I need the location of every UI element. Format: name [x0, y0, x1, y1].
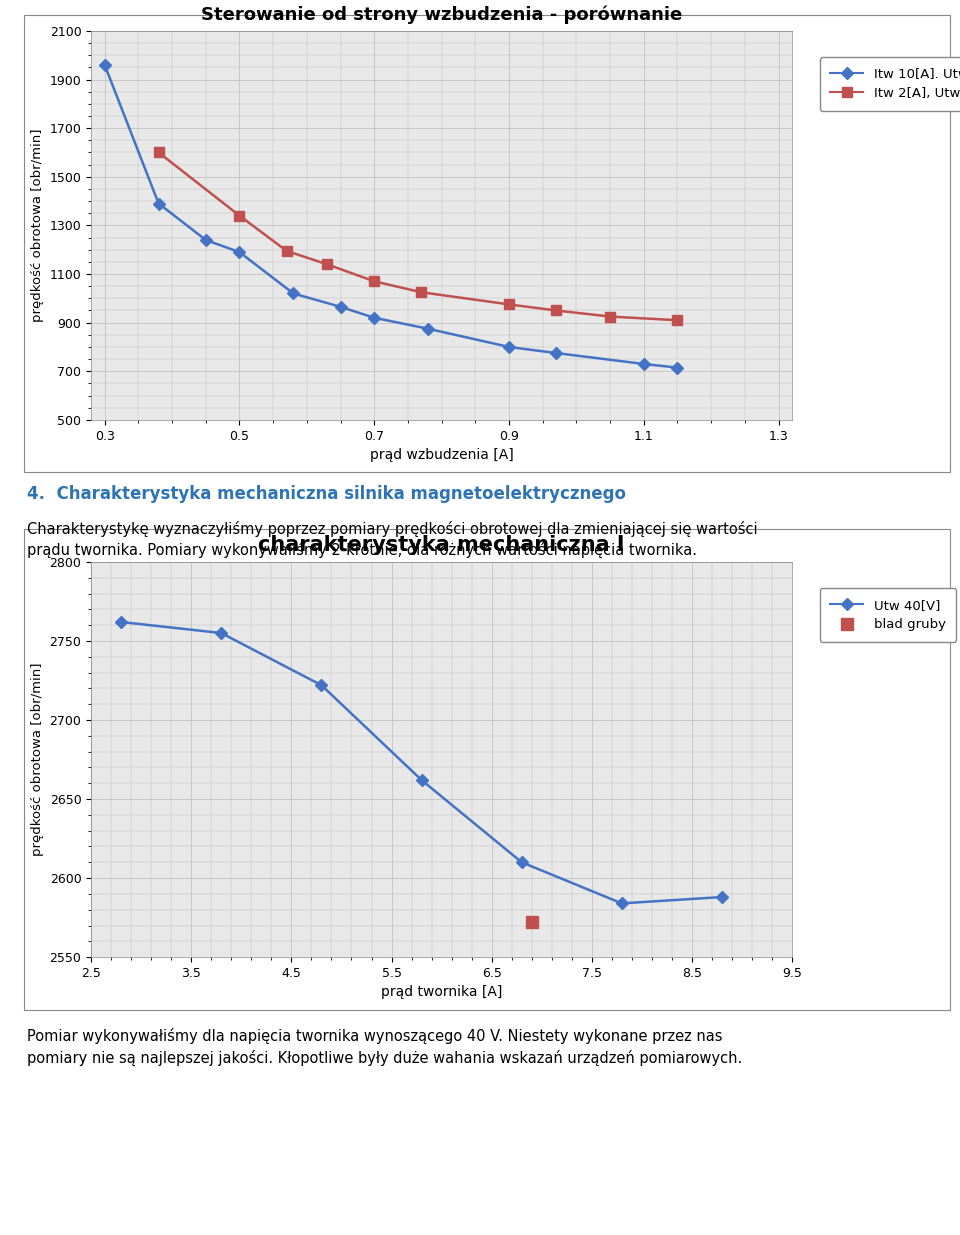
Y-axis label: prędkość obrotowa [obr/min]: prędkość obrotowa [obr/min] [31, 128, 44, 322]
X-axis label: prąd wzbudzenia [A]: prąd wzbudzenia [A] [370, 448, 514, 462]
Itw 2[A], Utw 12[V] [550, 303, 562, 317]
Itw 10[A]. Utw 12[V] [99, 58, 110, 73]
Itw 10[A]. Utw 12[V] [638, 357, 650, 372]
Itw 10[A]. Utw 12[V] [369, 310, 380, 325]
Itw 2[A], Utw 12[V] [672, 312, 684, 327]
Itw 2[A], Utw 12[V] [416, 285, 427, 300]
Text: pomiary nie są najlepszej jakości. Kłopotliwe były duże wahania wskazań urządzeń: pomiary nie są najlepszej jakości. Kłopo… [27, 1050, 742, 1066]
Itw 10[A]. Utw 12[V] [550, 346, 562, 361]
Line: Utw 40[V]: Utw 40[V] [117, 618, 726, 908]
Y-axis label: prędkość obrotowa [obr/min]: prędkość obrotowa [obr/min] [31, 663, 44, 856]
Utw 40[V] [516, 855, 527, 869]
Title: charakterystyka mechaniczna I: charakterystyka mechaniczna I [258, 535, 625, 555]
Utw 40[V] [316, 678, 327, 693]
Itw 10[A]. Utw 12[V] [672, 361, 684, 375]
Itw 10[A]. Utw 12[V] [422, 321, 434, 336]
Itw 2[A], Utw 12[V] [322, 257, 333, 272]
Itw 10[A]. Utw 12[V] [503, 340, 515, 354]
Line: Itw 2[A], Utw 12[V]: Itw 2[A], Utw 12[V] [154, 148, 683, 325]
Utw 40[V] [616, 895, 628, 910]
Legend: Itw 10[A]. Utw 12[V], Itw 2[A], Utw 12[V]: Itw 10[A]. Utw 12[V], Itw 2[A], Utw 12[V… [820, 57, 960, 111]
X-axis label: prąd twornika [A]: prąd twornika [A] [381, 986, 502, 999]
Title: Sterowanie od strony wzbudzenia - porównanie: Sterowanie od strony wzbudzenia - porówn… [201, 5, 683, 23]
Text: 4.  Charakterystyka mechaniczna silnika magnetoelektrycznego: 4. Charakterystyka mechaniczna silnika m… [27, 485, 626, 504]
Itw 10[A]. Utw 12[V] [200, 232, 211, 247]
Itw 10[A]. Utw 12[V] [335, 299, 347, 314]
Utw 40[V] [115, 615, 127, 630]
Itw 10[A]. Utw 12[V] [153, 196, 164, 211]
Utw 40[V] [716, 889, 728, 904]
Text: Charakterystykę wyznaczyłiśmy poprzez pomiary prędkości obrotowej dla zmieniając: Charakterystykę wyznaczyłiśmy poprzez po… [27, 521, 757, 537]
Itw 2[A], Utw 12[V] [369, 274, 380, 289]
Line: Itw 10[A]. Utw 12[V]: Itw 10[A]. Utw 12[V] [101, 61, 682, 372]
Itw 10[A]. Utw 12[V] [288, 287, 300, 301]
Itw 2[A], Utw 12[V] [604, 309, 615, 324]
Itw 2[A], Utw 12[V] [153, 144, 164, 159]
Itw 2[A], Utw 12[V] [281, 243, 293, 258]
Itw 2[A], Utw 12[V] [503, 296, 515, 311]
Itw 2[A], Utw 12[V] [233, 209, 245, 224]
Text: prądu twornika. Pomiary wykonywałiśmy 2-krotnie, dla różnych wartości napięcia t: prądu twornika. Pomiary wykonywałiśmy 2-… [27, 542, 697, 558]
Text: Pomiar wykonywałiśmy dla napięcia twornika wynoszącego 40 V. Niestety wykonane p: Pomiar wykonywałiśmy dla napięcia tworni… [27, 1028, 722, 1044]
Utw 40[V] [416, 773, 427, 788]
Utw 40[V] [216, 626, 228, 641]
Itw 10[A]. Utw 12[V] [233, 245, 245, 259]
Legend: Utw 40[V], blad gruby: Utw 40[V], blad gruby [820, 588, 956, 642]
